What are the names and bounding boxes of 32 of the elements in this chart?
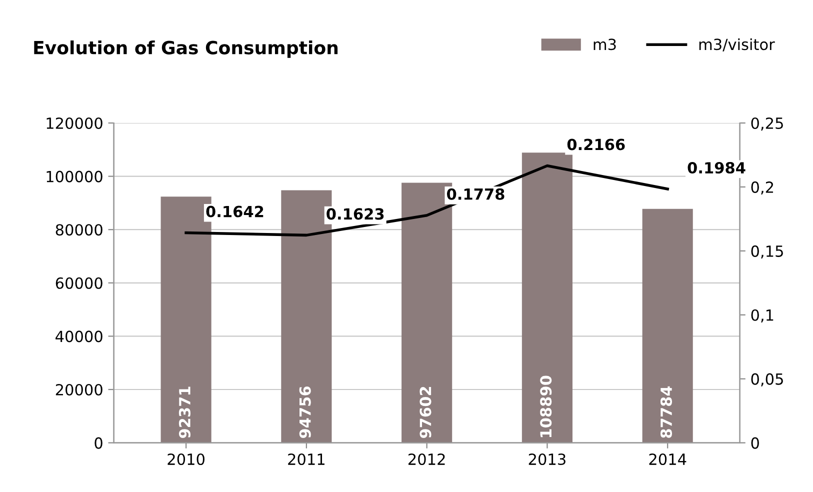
y2-tick-label: 0 (751, 437, 759, 449)
data-label: 0.2166 (567, 138, 625, 150)
data-label: 0.1778 (447, 188, 504, 200)
x-tick-label: 2010 (168, 453, 204, 466)
line-series (184, 164, 669, 237)
y2-tick-label: 0,1 (751, 309, 774, 322)
y-tick-label: 60000 (56, 277, 102, 289)
legend-label: m3 (594, 38, 616, 50)
data-label: 97602 (420, 386, 432, 438)
data-label: 94756 (299, 386, 311, 438)
y2-tick-label: 0,15 (751, 245, 783, 258)
chart-title: Evolution of Gas Consumption (34, 40, 338, 58)
x-tick-label: 2012 (408, 453, 445, 466)
y-tick-label: 80000 (56, 224, 102, 236)
data-label: 0.1623 (326, 208, 384, 220)
y2-tick-label: 0,05 (751, 373, 783, 386)
data-label: 0.1984 (688, 162, 746, 174)
data-label: 0.1642 (206, 206, 264, 218)
data-label: 108890 (540, 376, 552, 438)
x-tick-label: 2013 (528, 453, 566, 466)
y-tick-label: 20000 (56, 384, 102, 396)
legend-label: m3/visitor (699, 38, 775, 52)
y2-tick-label: 0,25 (751, 117, 783, 131)
data-label: 92371 (178, 386, 190, 438)
y-tick-label: 120000 (46, 117, 102, 130)
x-tick-label: 2014 (649, 453, 686, 466)
data-label: 87784 (660, 386, 672, 438)
y2-tick-label: 0,2 (751, 181, 774, 195)
y-tick-label: 100000 (46, 170, 102, 182)
y-tick-label: 40000 (56, 330, 102, 342)
x-tick-label: 2011 (288, 453, 324, 466)
y-tick-label: 0 (94, 437, 102, 449)
